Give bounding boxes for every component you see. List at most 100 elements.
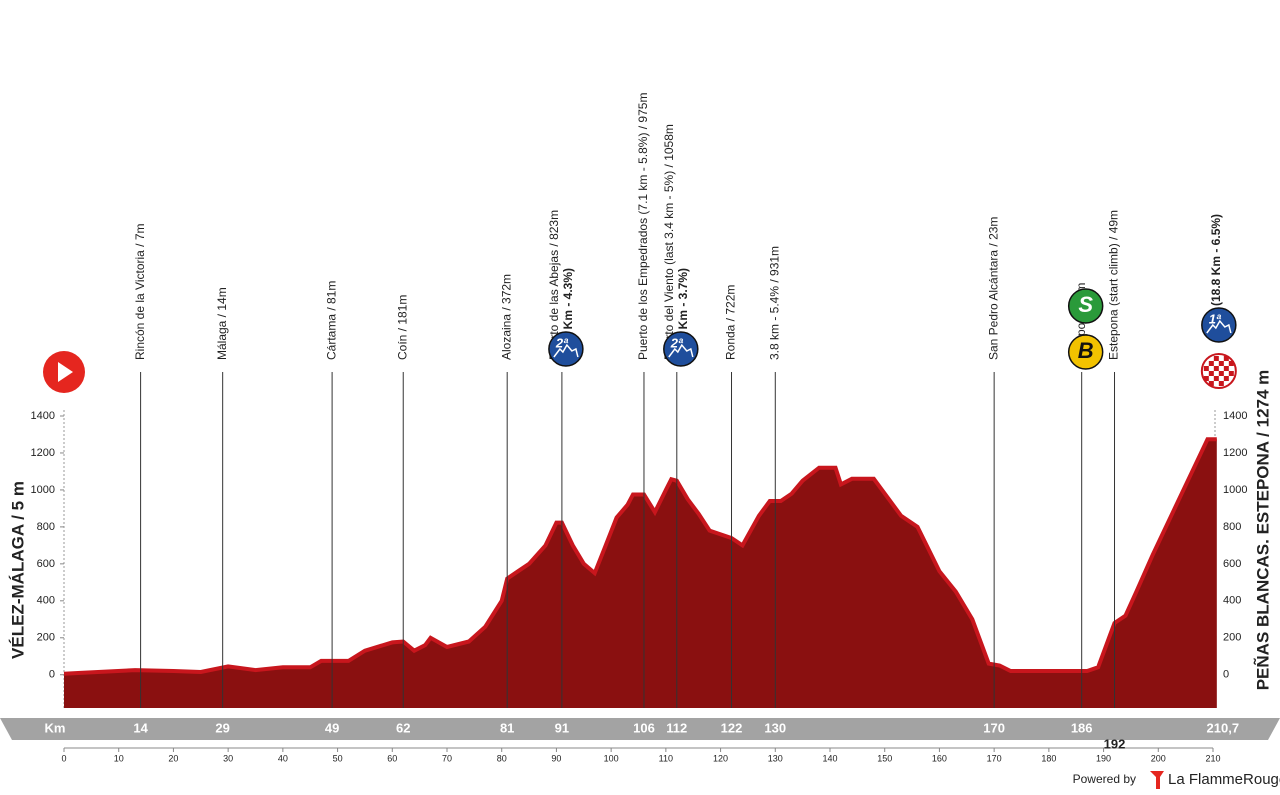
y-tick-label: 1000: [31, 484, 55, 496]
y-tick-label: 1200: [31, 447, 55, 459]
waypoint-label: 3.8 km - 5.4% / 931m: [767, 246, 781, 360]
finish-check: [1213, 366, 1219, 371]
y-tick-label-right: 600: [1223, 558, 1241, 570]
profile-edge: [63, 437, 1217, 676]
waypoint-km: 192: [1104, 736, 1126, 751]
start-arrow: [58, 362, 73, 382]
waypoint-label: Ronda / 722m: [724, 285, 738, 360]
waypoint-detail: (18.8 Km - 6.5%): [1209, 214, 1223, 306]
finish-check: [1223, 356, 1229, 361]
finish-check: [1208, 381, 1214, 386]
waypoint-km: 186: [1071, 720, 1093, 735]
y-tick-label-right: 400: [1223, 595, 1241, 607]
x-tick-label: 20: [168, 753, 178, 763]
waypoint-km: 210,7: [1207, 720, 1240, 735]
waypoint-km: 106: [633, 720, 655, 735]
waypoint-label: Rincón de la Victoria / 7m: [133, 223, 147, 360]
x-tick-label: 190: [1096, 753, 1111, 763]
icon-mountain: [668, 343, 694, 358]
finish-check: [1218, 381, 1224, 386]
icon-text: 1ª: [1209, 311, 1222, 326]
waypoint-label: San Pedro Alcántara / 23m: [986, 217, 1000, 360]
finish-check: [1208, 361, 1214, 366]
y-tick-label: 400: [37, 595, 55, 607]
x-tick-label: 40: [278, 753, 288, 763]
waypoint-km: 62: [396, 720, 410, 735]
y-tick-label: 200: [37, 632, 55, 644]
y-tick-label: 600: [37, 558, 55, 570]
waypoint-label: Puerto de los Empedrados (7.1 km - 5.8%)…: [636, 93, 650, 360]
y-tick-label-right: 1000: [1223, 484, 1247, 496]
brand: La FlammeRouge: [1168, 771, 1280, 788]
x-tick-label: 170: [987, 753, 1002, 763]
finish-check: [1213, 356, 1219, 361]
waypoint-label: Cártama / 81m: [324, 281, 338, 360]
x-tick-label: 150: [877, 753, 892, 763]
finish-check: [1223, 366, 1229, 371]
y-tick-label-right: 1400: [1223, 410, 1247, 422]
km-bar: [0, 718, 1280, 740]
waypoint-km: 170: [983, 720, 1005, 735]
finish-check: [1208, 371, 1214, 376]
finish-check: [1218, 371, 1224, 376]
icon: [1067, 288, 1104, 324]
icon: [663, 331, 699, 367]
x-tick-label: 120: [713, 753, 728, 763]
y-tick-label-right: 800: [1223, 521, 1241, 533]
y-tick-label: 1400: [31, 410, 55, 422]
x-tick-label: 110: [659, 753, 673, 763]
waypoint-label: Alozaina / 372m: [499, 274, 513, 360]
x-tick-label: 30: [223, 753, 233, 763]
x-tick-label: 60: [387, 753, 397, 763]
x-tick-label: 100: [604, 753, 619, 763]
waypoint-km: 122: [721, 720, 743, 735]
finish-check: [1223, 376, 1229, 381]
waypoint-label: Estepona (start climb) / 49m: [1107, 210, 1121, 360]
icon-mountain: [553, 343, 579, 358]
waypoint-km: 29: [215, 720, 229, 735]
finish-label: PEÑAS BLANCAS. ESTEPONA / 1274 m: [1252, 370, 1272, 691]
y-tick-label: 800: [37, 521, 55, 533]
finish-check: [1213, 376, 1219, 381]
x-tick-label: 90: [551, 753, 561, 763]
x-tick-label: 140: [822, 753, 837, 763]
x-tick-label: 160: [932, 753, 947, 763]
icon: [548, 331, 584, 367]
brand-logo: [1150, 771, 1164, 789]
x-tick-label: 50: [333, 753, 343, 763]
waypoint-km: 49: [325, 720, 339, 735]
powered-by: Powered by: [1073, 772, 1136, 786]
finish-icon: [1200, 353, 1237, 389]
icon-text: S: [1078, 292, 1093, 317]
finish-check: [1203, 376, 1209, 381]
x-tick-label: 180: [1041, 753, 1056, 763]
profile-area: [64, 439, 1217, 708]
y-tick-label: 0: [49, 669, 55, 681]
start-label: VÉLEZ-MÁLAGA / 5 m: [8, 481, 27, 659]
icon-mountain: [1206, 319, 1232, 334]
x-tick-label: 0: [61, 753, 66, 763]
icon-text: 2ª: [670, 335, 684, 350]
y-tick-label-right: 1200: [1223, 447, 1247, 459]
x-tick-label: 130: [768, 753, 783, 763]
profile: [63, 437, 1217, 708]
icon: [1201, 307, 1237, 343]
waypoint-label: Puerto del Viento (last 3.4 km - 5%) / 1…: [662, 124, 676, 360]
y-tick-label-right: 0: [1223, 669, 1229, 681]
waypoint-km: 91: [555, 720, 569, 735]
icon-text: 2ª: [555, 335, 569, 350]
waypoint-label: Coín / 181m: [395, 295, 409, 360]
x-tick-label: 70: [442, 753, 452, 763]
x-tick-label: 200: [1151, 753, 1166, 763]
finish-check: [1218, 361, 1224, 366]
waypoint-km: 81: [500, 720, 514, 735]
icon: [1067, 334, 1104, 370]
x-tick-label: 210: [1205, 753, 1220, 763]
waypoint-km: 112: [666, 720, 687, 735]
finish-check: [1203, 366, 1209, 371]
km-label: Km: [45, 720, 66, 735]
waypoint-label: Puerto de las Abejas / 823m: [547, 210, 561, 360]
waypoint-km: 14: [133, 720, 148, 735]
x-tick-label: 80: [497, 753, 507, 763]
